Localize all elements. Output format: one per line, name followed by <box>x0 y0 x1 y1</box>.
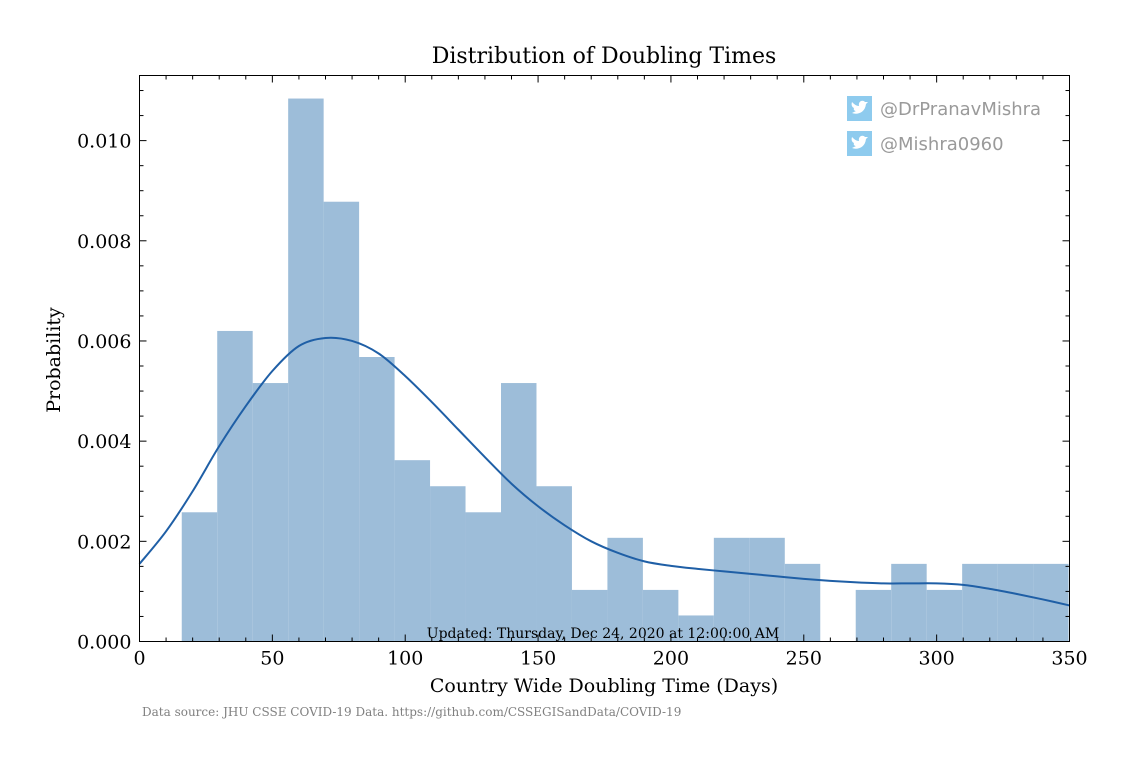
histogram-bar <box>642 589 679 642</box>
credit-entry: @DrPranavMishra <box>847 96 1041 121</box>
histogram-bar <box>288 98 324 642</box>
histogram-bar <box>997 563 1034 642</box>
y-tick-label: 0.008 <box>77 231 131 253</box>
histogram-bar <box>501 383 537 642</box>
y-tick-label: 0.002 <box>77 531 131 553</box>
histogram-bar <box>252 383 289 642</box>
chart-title: Distribution of Doubling Times <box>432 44 777 69</box>
twitter-bird-icon <box>851 135 868 149</box>
y-tick-label: 0.006 <box>77 331 131 353</box>
histogram-bar <box>962 563 998 642</box>
histogram-bar <box>217 330 253 642</box>
y-tick-label: 0.000 <box>77 632 131 654</box>
x-tick-label: 200 <box>653 648 689 670</box>
histogram-bar <box>891 563 927 642</box>
credit-entry: @Mishra0960 <box>847 131 1004 156</box>
x-tick-label: 150 <box>520 648 556 670</box>
x-tick-label: 0 <box>133 648 145 670</box>
kde-curve-group <box>138 336 1070 607</box>
twitter-bird-icon <box>851 100 868 114</box>
data-source-note: Data source: JHU CSSE COVID-19 Data. htt… <box>142 705 681 719</box>
updated-annotation: Updated: Thursday, Dec 24, 2020 at 12:00… <box>427 626 779 642</box>
histogram-bar <box>749 537 785 642</box>
histogram-bar <box>323 201 360 642</box>
credit-handle: @Mishra0960 <box>880 134 1004 155</box>
histogram-bar <box>571 589 608 642</box>
histogram-bars <box>181 98 1069 642</box>
kde-curve <box>138 336 1070 607</box>
histogram-bar <box>713 537 750 642</box>
social-credits: @DrPranavMishra @Mishra0960 <box>847 96 1041 156</box>
x-tick-label: 300 <box>919 648 955 670</box>
x-tick-label: 100 <box>387 648 423 670</box>
histogram-bar <box>678 615 714 642</box>
histogram-bar <box>181 512 218 642</box>
histogram-bar <box>855 589 892 642</box>
histogram-bar <box>926 589 963 642</box>
axis-ticks: 0 50 100 150 200 250 300 350 0.000 0.002 0.004 0.00… <box>77 75 1088 670</box>
histogram-bar <box>430 486 466 642</box>
histogram-bar <box>1033 563 1069 642</box>
histogram-bar <box>394 460 431 642</box>
plot-frame <box>139 75 1070 642</box>
y-tick-label: 0.004 <box>77 431 131 453</box>
histogram-bar <box>784 563 821 642</box>
x-axis-label: Country Wide Doubling Time (Days) <box>430 675 778 697</box>
x-tick-label: 350 <box>1051 648 1087 670</box>
x-tick-label: 250 <box>786 648 822 670</box>
y-axis-label: Probability <box>43 307 65 413</box>
x-tick-label: 50 <box>260 648 284 670</box>
y-tick-label: 0.010 <box>77 131 131 153</box>
histogram-bar <box>536 486 572 642</box>
histogram-bar <box>465 512 502 642</box>
credit-handle: @DrPranavMishra <box>880 99 1041 120</box>
histogram-bar <box>359 356 395 642</box>
